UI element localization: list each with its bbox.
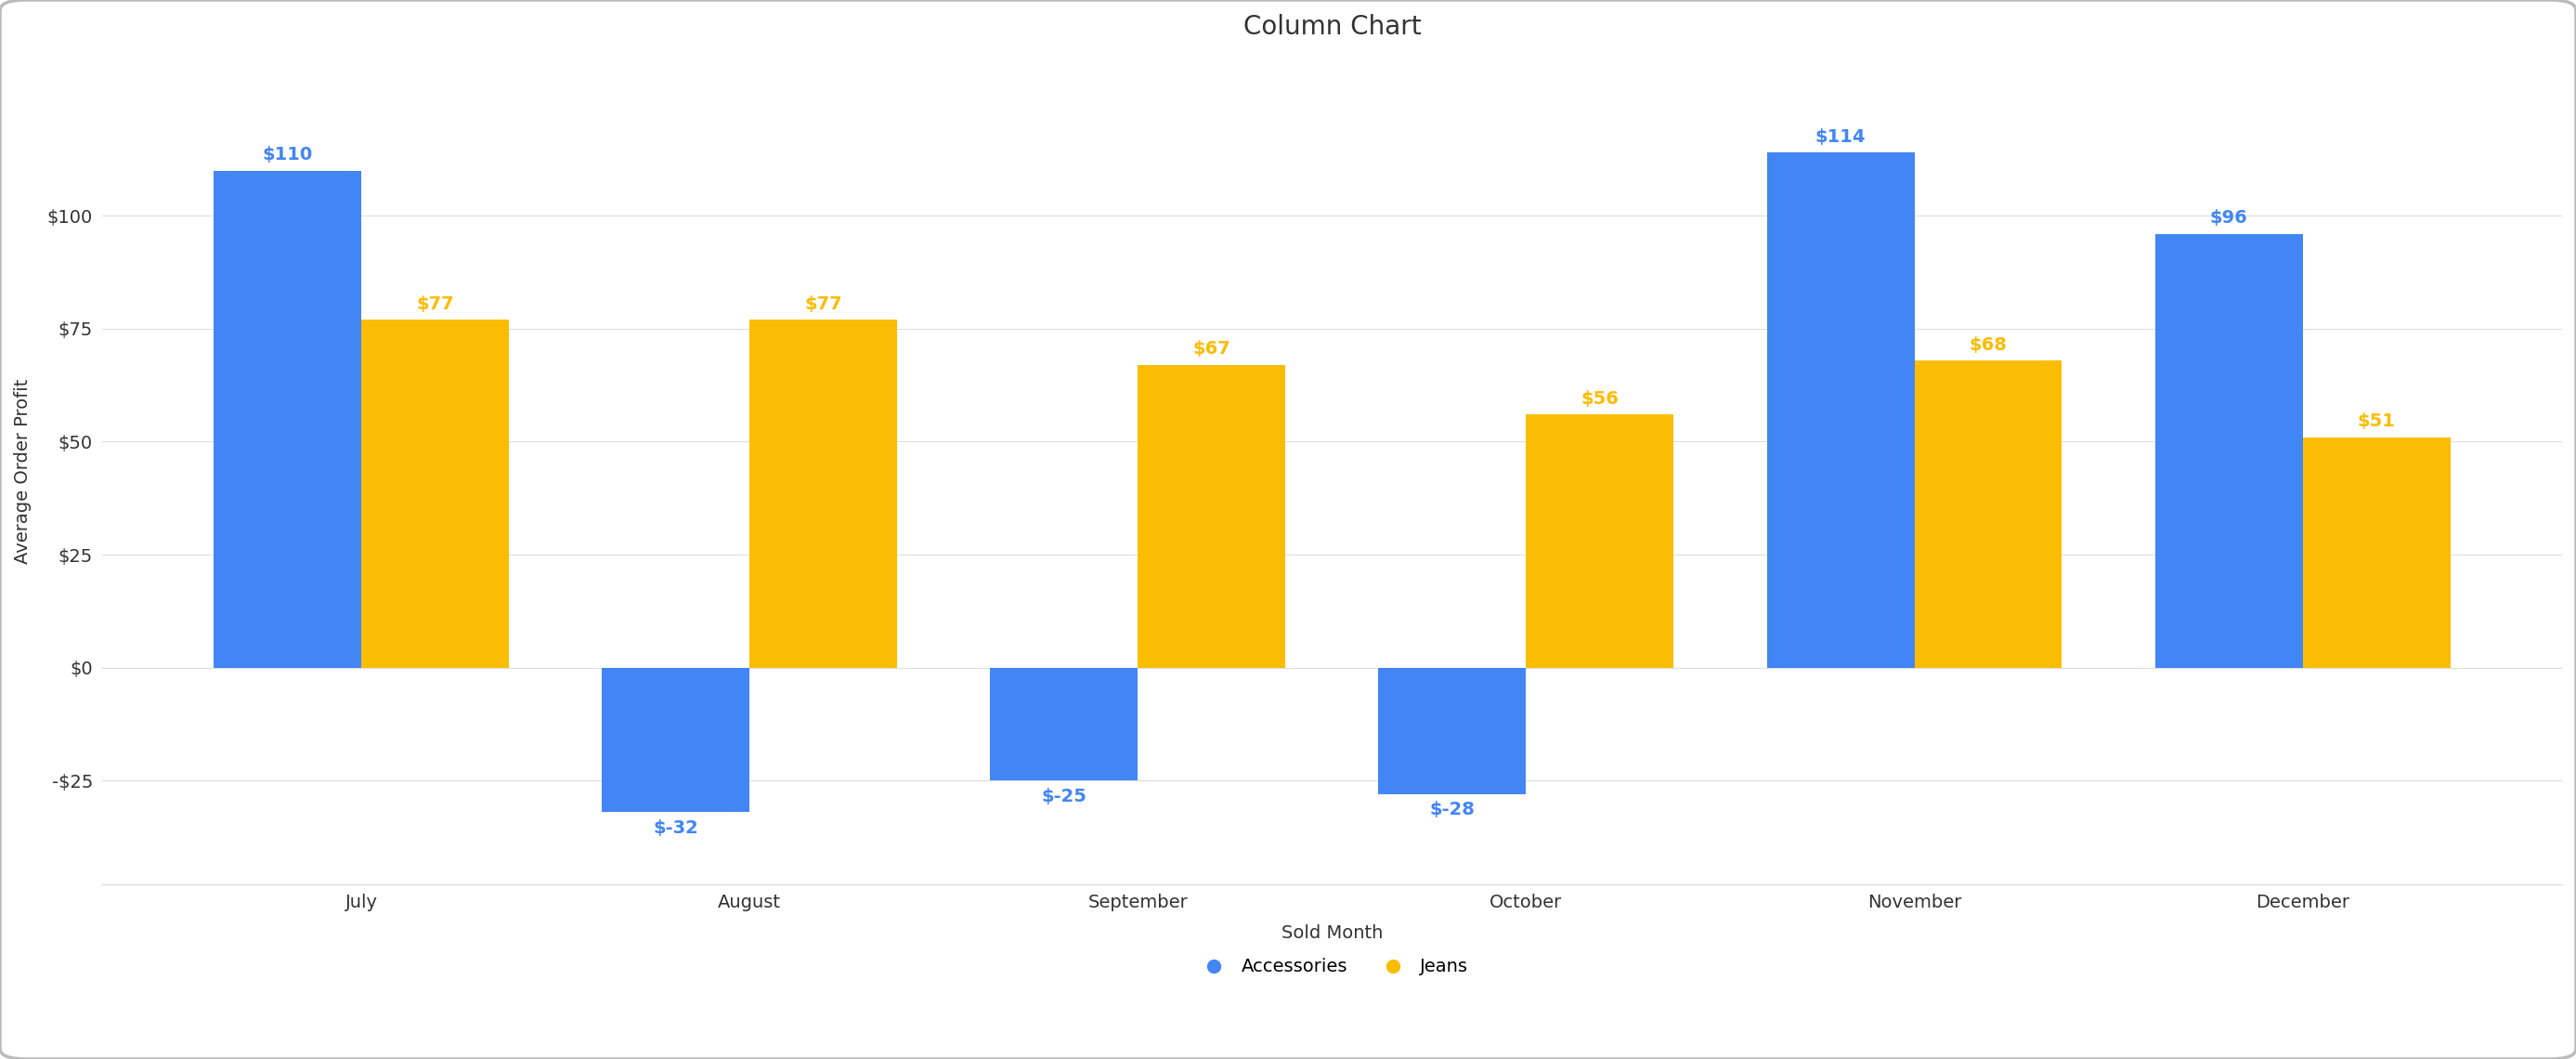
Legend: Accessories, Jeans: Accessories, Jeans	[1188, 951, 1476, 983]
Text: $-25: $-25	[1041, 788, 1087, 805]
Bar	[214, 170, 361, 667]
Text: $96: $96	[2210, 210, 2249, 227]
Bar	[603, 667, 750, 812]
Text: $110: $110	[263, 146, 312, 164]
Text: $51: $51	[2357, 413, 2396, 430]
Text: $56: $56	[1582, 390, 1618, 408]
Bar	[1378, 667, 1525, 794]
Bar	[750, 320, 896, 667]
Text: $77: $77	[417, 295, 453, 312]
Text: $77: $77	[804, 295, 842, 312]
Bar	[361, 320, 507, 667]
Text: $-32: $-32	[654, 819, 698, 837]
Bar	[1914, 360, 2061, 667]
Bar	[1525, 414, 1674, 667]
Y-axis label: Average Order Profit: Average Order Profit	[13, 378, 31, 563]
Bar	[2303, 437, 2450, 667]
Text: $114: $114	[1816, 128, 1865, 146]
Bar	[2156, 234, 2303, 667]
Bar	[1767, 152, 1914, 667]
Bar	[1139, 365, 1285, 667]
Text: $-28: $-28	[1430, 801, 1476, 819]
X-axis label: Sold Month: Sold Month	[1280, 925, 1383, 941]
Text: $67: $67	[1193, 340, 1231, 358]
Bar	[989, 667, 1139, 780]
Title: Column Chart: Column Chart	[1244, 14, 1422, 40]
Text: $68: $68	[1968, 336, 2007, 354]
